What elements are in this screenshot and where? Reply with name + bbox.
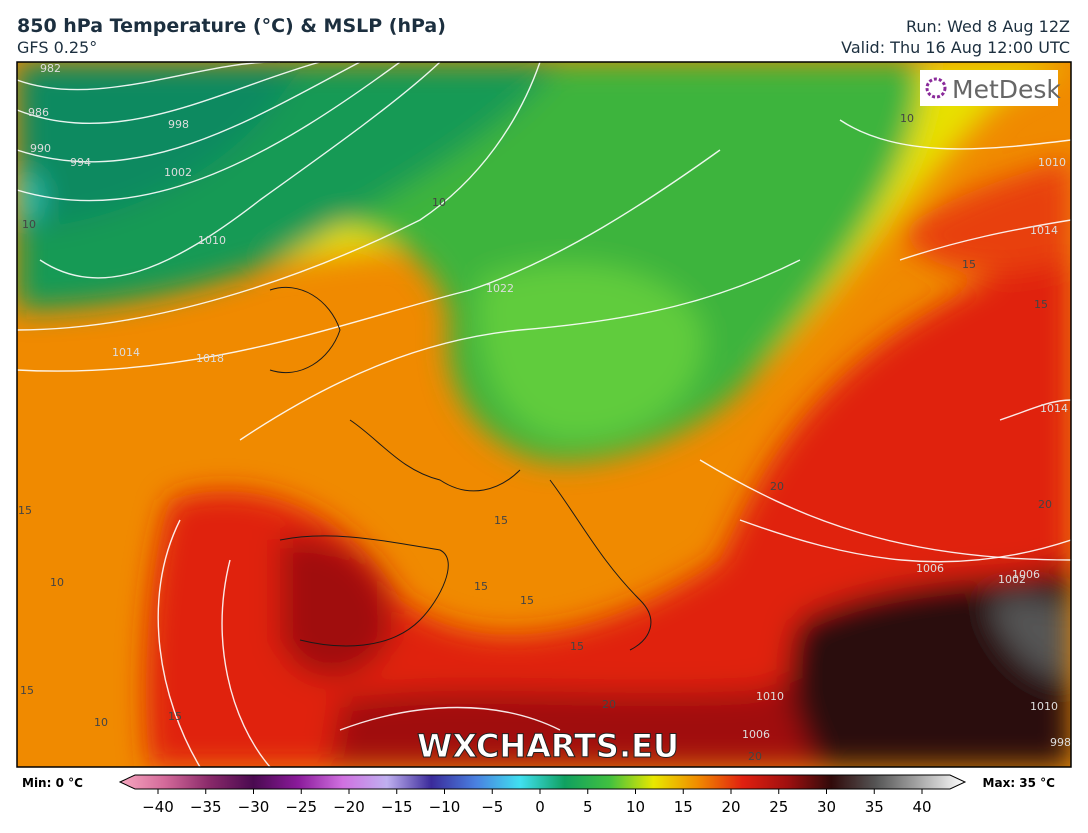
colorbar xyxy=(118,774,967,790)
isobar-label: 998 xyxy=(1050,736,1071,749)
colorbar-tick-label: 25 xyxy=(769,798,788,816)
isobar-label: 1014 xyxy=(1030,224,1058,237)
isotherm-label: 15 xyxy=(520,594,534,607)
colorbar-tick-label: 15 xyxy=(674,798,693,816)
isotherm-label: 15 xyxy=(18,504,32,517)
isobar-label: 998 xyxy=(168,118,189,131)
valid-time: Valid: Thu 16 Aug 12:00 UTC xyxy=(841,38,1070,57)
colorbar-tick-label: 30 xyxy=(817,798,836,816)
isobar-label: 994 xyxy=(70,156,91,169)
isotherm-label: 10 xyxy=(432,196,446,209)
isobar-label: 1006 xyxy=(1012,568,1040,581)
isobar-label: 1010 xyxy=(1030,700,1058,713)
colorbar-tick-label: −5 xyxy=(481,798,503,816)
coastlines xyxy=(269,286,652,651)
isotherm-label: 15 xyxy=(474,580,488,593)
colorbar-tick-label: 5 xyxy=(583,798,593,816)
isobar-label: 1014 xyxy=(112,346,140,359)
isobar-label: 1002 xyxy=(164,166,192,179)
isobar-label: 1014 xyxy=(1040,402,1068,415)
isobar-label: 1006 xyxy=(916,562,944,575)
isotherm-label: 20 xyxy=(602,698,616,711)
isotherm-label: 20 xyxy=(748,750,762,763)
min-label: Min: 0 °C xyxy=(22,776,83,790)
isotherm-label: 10 xyxy=(50,576,64,589)
colorbar-tick-label: −35 xyxy=(190,798,222,816)
colorbar-ticks: −40 −35 −30 −25 −20 −15 −10 −5 0 5 10 15 20 25 30 35 40 xyxy=(142,789,932,816)
isotherm-label: 15 xyxy=(570,640,584,653)
isobar-label: 1006 xyxy=(742,728,770,741)
watermark: WXCHARTS.EU xyxy=(417,727,679,765)
isobars xyxy=(17,62,1071,767)
colorbar-tick-label: −20 xyxy=(333,798,365,816)
colorbar-tick-label: 35 xyxy=(865,798,884,816)
isobar-label: 986 xyxy=(28,106,49,119)
map-frame xyxy=(16,61,1072,768)
isotherm-label: 10 xyxy=(900,112,914,125)
colorbar-tick-label: 40 xyxy=(912,798,931,816)
isotherm-label: 15 xyxy=(20,684,34,697)
colorbar-tick-label: −30 xyxy=(238,798,270,816)
colorbar-tick-label: −40 xyxy=(142,798,174,816)
isobar-label: 982 xyxy=(40,62,61,75)
isotherm-label: 15 xyxy=(1034,298,1048,311)
logo: MetDesk xyxy=(920,70,1061,106)
isobar-label: 1010 xyxy=(1038,156,1066,169)
temperature-field xyxy=(17,62,1071,767)
colorbar-tick-label: 0 xyxy=(535,798,545,816)
isobar-label: 1022 xyxy=(486,282,514,295)
isotherm-label: 20 xyxy=(770,480,784,493)
map: MetDesk WXCHARTS.EU 98298699099499810021… xyxy=(17,62,1071,767)
colorbar-tick-label: 10 xyxy=(626,798,645,816)
isotherm-label: 15 xyxy=(962,258,976,271)
colorbar-tick-label: −10 xyxy=(429,798,461,816)
isotherm-label: 10 xyxy=(94,716,108,729)
isobar-label: 990 xyxy=(30,142,51,155)
isobar-label: 1002 xyxy=(998,573,1026,586)
subtitle: GFS 0.25° xyxy=(17,38,97,57)
colorbar-tick-label: −15 xyxy=(381,798,413,816)
isobar-label: 1010 xyxy=(198,234,226,247)
isotherm-label: 15 xyxy=(494,514,508,527)
title: 850 hPa Temperature (°C) & MSLP (hPa) xyxy=(17,15,446,37)
isotherm-label: 20 xyxy=(1038,498,1052,511)
isobar-label: 1010 xyxy=(756,690,784,703)
isotherm-label: 15 xyxy=(168,710,182,723)
max-label: Max: 35 °C xyxy=(983,776,1056,790)
logo-icon xyxy=(925,77,947,99)
colorbar-tick-label: −25 xyxy=(285,798,317,816)
isobar-label: 1018 xyxy=(196,352,224,365)
run-time: Run: Wed 8 Aug 12Z xyxy=(906,17,1070,36)
colorbar-tick-label: 20 xyxy=(721,798,740,816)
logo-box xyxy=(920,70,1058,106)
isotherm-label: 10 xyxy=(22,218,36,231)
logo-text: MetDesk xyxy=(952,75,1061,104)
